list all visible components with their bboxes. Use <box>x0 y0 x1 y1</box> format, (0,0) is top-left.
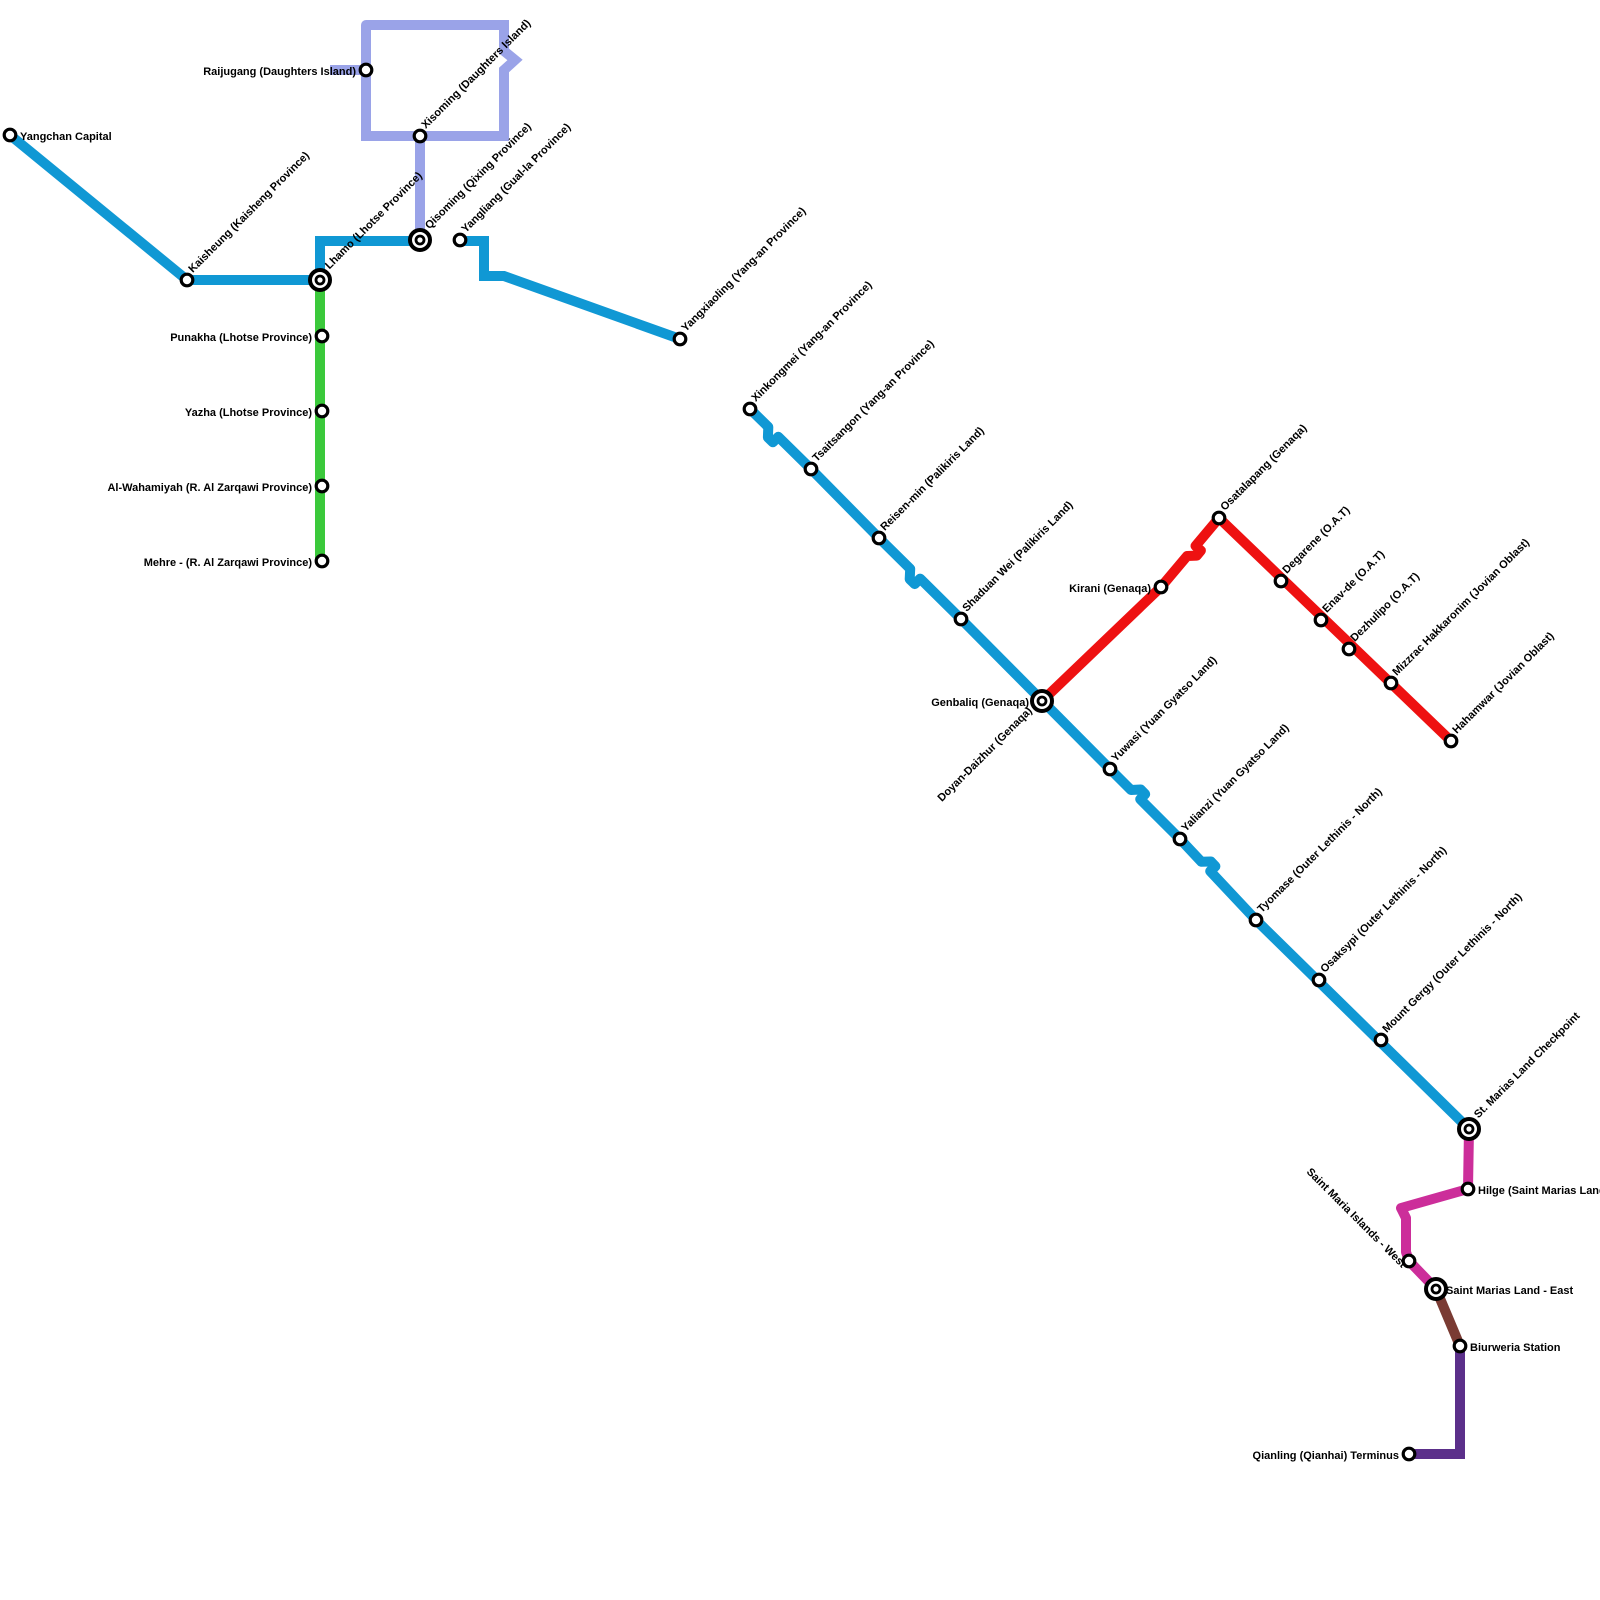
svg-text:Mehre - (R. Al Zarqawi Provinc: Mehre - (R. Al Zarqawi Province) <box>144 557 313 569</box>
svg-text:Genbaliq (Genaqa): Genbaliq (Genaqa) <box>931 697 1029 709</box>
svg-text:Hilge (Saint Marias Land): Hilge (Saint Marias Land) <box>1478 1185 1600 1197</box>
svg-text:Saint Marias Land - East: Saint Marias Land - East <box>1446 1285 1573 1297</box>
svg-text:Raijugang (Daughters Island): Raijugang (Daughters Island) <box>203 66 356 78</box>
svg-text:Yangchan Capital: Yangchan Capital <box>20 131 112 143</box>
svg-text:Yazha (Lhotse Province): Yazha (Lhotse Province) <box>185 407 312 419</box>
svg-text:Qianling (Qianhai) Terminus: Qianling (Qianhai) Terminus <box>1253 1450 1399 1462</box>
svg-text:Kirani (Genaqa): Kirani (Genaqa) <box>1069 583 1151 595</box>
svg-text:Al-Wahamiyah (R. Al Zarqawi Pr: Al-Wahamiyah (R. Al Zarqawi Province) <box>107 482 312 494</box>
svg-text:Biurweria Station: Biurweria Station <box>1470 1342 1561 1354</box>
svg-text:Punakha (Lhotse Province): Punakha (Lhotse Province) <box>170 332 312 344</box>
